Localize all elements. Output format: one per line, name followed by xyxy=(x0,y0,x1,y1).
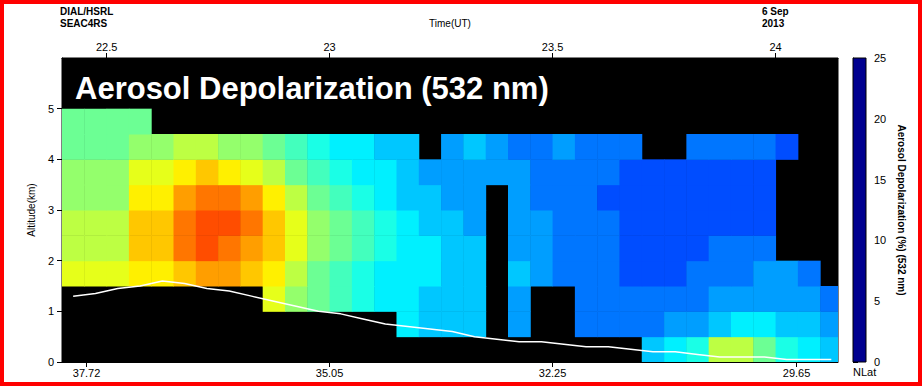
svg-text:Time(UT): Time(UT) xyxy=(429,18,471,29)
svg-text:22.5: 22.5 xyxy=(96,41,117,53)
svg-text:Altitude(km): Altitude(km) xyxy=(26,183,37,236)
svg-text:SEAC4RS: SEAC4RS xyxy=(60,18,108,29)
svg-text:25: 25 xyxy=(874,52,886,64)
svg-text:Aerosol Depolarization (532 nm: Aerosol Depolarization (532 nm) xyxy=(75,71,549,106)
svg-text:5: 5 xyxy=(48,103,54,115)
svg-text:10: 10 xyxy=(874,234,886,246)
svg-text:23.5: 23.5 xyxy=(542,41,563,53)
svg-text:Aerosol Depolarization (%) (53: Aerosol Depolarization (%) (532 nm) xyxy=(896,124,907,295)
svg-text:3: 3 xyxy=(48,204,54,216)
svg-text:29.65: 29.65 xyxy=(783,367,811,379)
svg-text:24: 24 xyxy=(769,41,781,53)
svg-text:0: 0 xyxy=(48,356,54,368)
svg-text:2013: 2013 xyxy=(762,18,785,29)
svg-text:2: 2 xyxy=(48,255,54,267)
svg-text:6 Sep: 6 Sep xyxy=(762,6,789,17)
svg-text:5: 5 xyxy=(874,295,880,307)
svg-text:0: 0 xyxy=(874,356,880,368)
svg-text:32.25: 32.25 xyxy=(539,367,567,379)
svg-text:37.72: 37.72 xyxy=(73,367,101,379)
svg-text:4: 4 xyxy=(48,153,54,165)
svg-text:23: 23 xyxy=(323,41,335,53)
svg-text:NLat: NLat xyxy=(853,366,876,378)
svg-text:35.05: 35.05 xyxy=(316,367,344,379)
svg-text:20: 20 xyxy=(874,113,886,125)
svg-text:15: 15 xyxy=(874,174,886,186)
svg-text:DIAL/HSRL: DIAL/HSRL xyxy=(60,6,113,17)
svg-text:1: 1 xyxy=(48,305,54,317)
